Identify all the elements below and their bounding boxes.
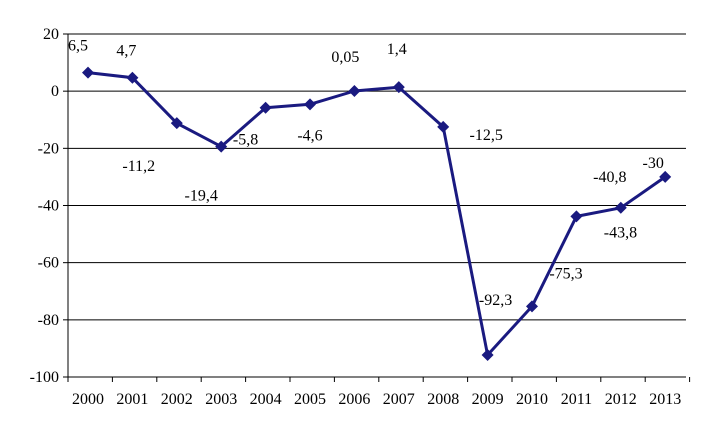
data-label: -4,6: [297, 127, 322, 144]
x-tick-label: 2002: [161, 391, 193, 408]
x-tick-label: 2004: [250, 391, 282, 408]
y-tick-label: -60: [38, 255, 59, 272]
gridlines: [68, 33, 686, 321]
x-tick-label: 2003: [205, 391, 237, 408]
data-label: 6,5: [68, 38, 88, 55]
data-point: [304, 98, 316, 111]
x-tick-label: 2012: [605, 391, 637, 408]
x-tick-label: 2006: [338, 391, 370, 408]
data-point: [392, 81, 405, 94]
data-label: -75,3: [549, 265, 582, 282]
x-tick-label: 2007: [383, 391, 415, 408]
data-point: [570, 210, 583, 223]
data-label: -12,5: [470, 127, 503, 144]
data-label: 0,05: [331, 49, 359, 66]
x-tick-label: 2001: [116, 391, 148, 408]
y-axis: 20 0 -20 -40 -60 -80 -100: [30, 26, 69, 386]
x-tick-label: 2010: [516, 391, 548, 408]
x-axis: 2000 2001 2002 2003 2004 2005 2006 2007 2008 2009…: [67, 376, 691, 408]
y-tick-label: -80: [38, 312, 59, 329]
data-point: [82, 66, 94, 79]
data-point: [259, 101, 272, 114]
y-tick-label: 20: [43, 26, 59, 43]
series: [87, 71, 667, 357]
y-tick-label: 0: [51, 83, 59, 100]
y-tick-label: -20: [38, 140, 59, 157]
markers: [82, 66, 672, 361]
x-tick-label: 2011: [561, 391, 592, 408]
data-label: -30: [643, 155, 664, 172]
data-point: [526, 300, 538, 313]
x-tick-label: 2008: [427, 391, 459, 408]
x-tick-label: 2013: [649, 391, 681, 408]
data-point: [348, 85, 361, 98]
x-tick-label: 2009: [472, 391, 504, 408]
x-tick-label: 2000: [72, 391, 104, 408]
data-point: [170, 117, 183, 130]
y-tick-label: -40: [38, 198, 59, 215]
data-label: 1,4: [387, 41, 407, 58]
data-point: [126, 71, 139, 84]
data-label: -19,4: [185, 188, 218, 205]
data-labels: 6,5 4,7 -11,2 -19,4 -5,8 -4,6 0,05 1,4 -12,5 -92,…: [68, 38, 664, 309]
data-point: [614, 201, 627, 214]
data-label: -92,3: [479, 292, 512, 309]
data-label: -43,8: [604, 224, 637, 241]
data-point: [437, 120, 450, 133]
x-tick-label: 2005: [294, 391, 326, 408]
y-tick-label: -100: [30, 369, 59, 386]
data-point: [481, 348, 494, 361]
data-point: [215, 140, 228, 153]
data-label: -11,2: [122, 158, 155, 175]
data-point: [659, 170, 672, 183]
data-label: -5,8: [233, 132, 258, 149]
data-label: -40,8: [593, 169, 626, 186]
data-label: 4,7: [116, 43, 136, 60]
series-line: [87, 71, 667, 357]
